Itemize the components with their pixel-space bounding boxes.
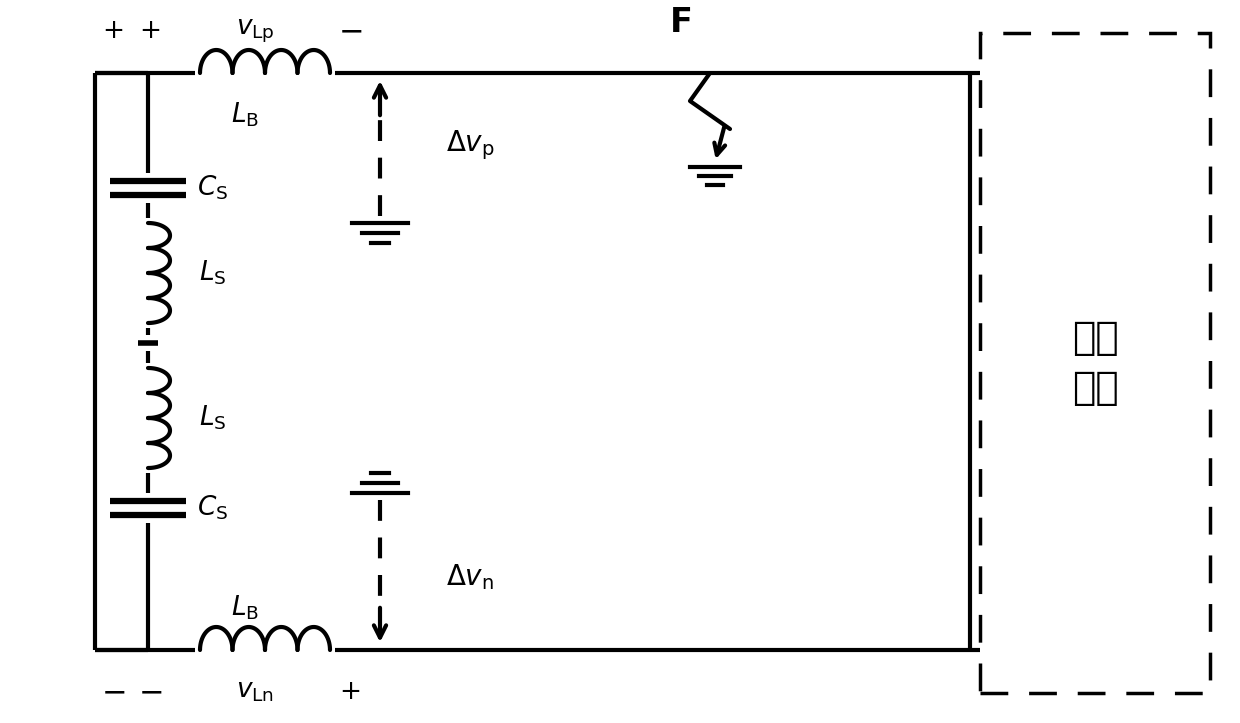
Text: $-$: $-$ bbox=[100, 677, 125, 706]
Text: $-$: $-$ bbox=[138, 677, 162, 706]
Text: $\Delta v_{\rm n}$: $\Delta v_{\rm n}$ bbox=[446, 562, 494, 592]
Text: $L_{\rm S}$: $L_{\rm S}$ bbox=[200, 259, 227, 287]
Text: $+$: $+$ bbox=[340, 679, 361, 705]
Text: $v_{\rm Lp}$: $v_{\rm Lp}$ bbox=[236, 17, 274, 45]
Text: $L_{\rm B}$: $L_{\rm B}$ bbox=[231, 594, 259, 623]
Text: $+$: $+$ bbox=[103, 18, 124, 44]
Text: $L_{\rm S}$: $L_{\rm S}$ bbox=[200, 403, 227, 432]
Text: $v_{\rm Ln}$: $v_{\rm Ln}$ bbox=[236, 680, 274, 704]
Text: $L_{\rm B}$: $L_{\rm B}$ bbox=[231, 100, 259, 129]
Text: $-$: $-$ bbox=[337, 17, 362, 46]
Text: $\mathbf{F}$: $\mathbf{F}$ bbox=[668, 7, 691, 40]
Text: $+$: $+$ bbox=[139, 18, 161, 44]
Text: $C_{\rm S}$: $C_{\rm S}$ bbox=[197, 174, 228, 202]
Text: $C_{\rm S}$: $C_{\rm S}$ bbox=[197, 494, 228, 522]
Text: $\Delta v_{\rm p}$: $\Delta v_{\rm p}$ bbox=[445, 129, 495, 162]
Text: 直流
系统: 直流 系统 bbox=[1071, 319, 1118, 407]
